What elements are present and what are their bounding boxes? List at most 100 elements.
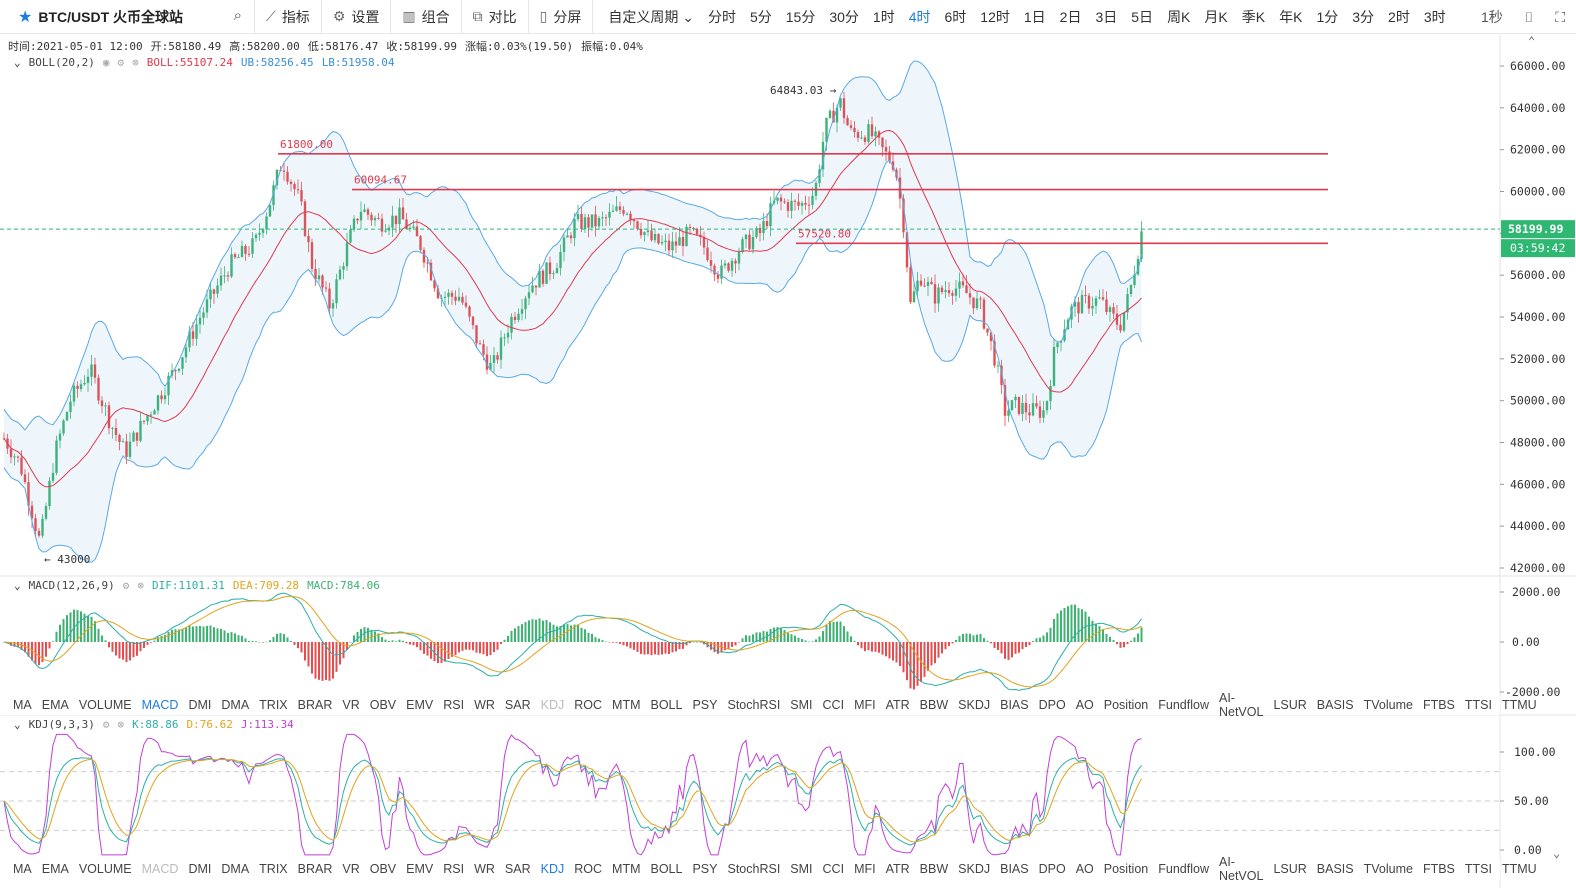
close-icon[interactable]: ⊗ (117, 718, 125, 731)
close-icon[interactable]: ⊗ (137, 579, 144, 592)
indicator-tab-vr[interactable]: VR (342, 698, 360, 712)
indicator-tab-dma[interactable]: DMA (221, 698, 250, 712)
period-18[interactable]: 2时 (1388, 8, 1410, 25)
indicator-tab-ema[interactable]: EMA (41, 862, 69, 876)
indicator-tab-vr[interactable]: VR (342, 862, 360, 876)
eye-icon[interactable]: ◉ (102, 56, 110, 69)
indicator-tab-emv[interactable]: EMV (406, 698, 434, 712)
period-2[interactable]: 15分 (785, 8, 816, 25)
indicator-tab-sar[interactable]: SAR (504, 862, 531, 876)
indicator-tab-cci[interactable]: CCI (822, 862, 845, 876)
fullscreen-icon[interactable]: ⛶ (1555, 8, 1565, 25)
indicator-tab-mtm[interactable]: MTM (612, 698, 641, 712)
indicator-tab-skdj[interactable]: SKDJ (958, 862, 991, 876)
period-15[interactable]: 年K (1279, 8, 1303, 25)
gear-icon[interactable]: ⚙ (102, 718, 110, 731)
indicator-tab-psy[interactable]: PSY (692, 862, 718, 876)
period-1[interactable]: 5分 (749, 8, 772, 25)
indicator-tab-macd[interactable]: MACD (141, 698, 179, 712)
period-13[interactable]: 月K (1204, 8, 1228, 25)
indicator-tab-ftbs[interactable]: FTBS (1422, 698, 1455, 712)
indicators-button[interactable]: ⟋ 指标 (255, 0, 322, 34)
indicator-tab-dma[interactable]: DMA (221, 862, 250, 876)
period-14[interactable]: 季K (1241, 8, 1266, 25)
close-icon[interactable]: ⊗ (132, 56, 139, 69)
period-6[interactable]: 6时 (944, 8, 967, 25)
indicator-tab-rsi[interactable]: RSI (443, 862, 465, 876)
indicator-tab-ftbs[interactable]: FTBS (1422, 862, 1455, 876)
indicator-tab-ttsi[interactable]: TTSI (1464, 698, 1492, 712)
indicator-tab-bbw[interactable]: BBW (919, 862, 949, 876)
indicator-tab-roc[interactable]: ROC (574, 698, 603, 712)
period-19[interactable]: 3时 (1423, 8, 1446, 25)
indicator-tab-bbw[interactable]: BBW (919, 698, 949, 712)
indicator-tab-ema[interactable]: EMA (41, 698, 69, 712)
indicator-tab-boll[interactable]: BOLL (650, 862, 683, 876)
indicator-tab-smi[interactable]: SMI (790, 698, 813, 712)
gear-icon[interactable]: ⚙ (117, 56, 125, 69)
indicator-tab-stochrsi[interactable]: StochRSI (727, 698, 781, 712)
indicator-tab-volume[interactable]: VOLUME (78, 862, 132, 876)
indicator-tab-mfi[interactable]: MFI (854, 862, 876, 876)
indicator-tab-ma[interactable]: MA (13, 862, 32, 876)
indicator-tab-rsi[interactable]: RSI (443, 698, 465, 712)
period-10[interactable]: 3日 (1095, 8, 1118, 25)
indicator-tab-ao[interactable]: AO (1075, 698, 1094, 712)
interval-label[interactable]: 1秒 (1480, 9, 1503, 25)
indicator-tab-obv[interactable]: OBV (369, 698, 397, 712)
indicator-tab-position[interactable]: Position (1103, 698, 1149, 712)
indicator-tab-trix[interactable]: TRIX (259, 698, 288, 712)
indicator-tab-dpo[interactable]: DPO (1038, 698, 1066, 712)
indicator-tab-ao[interactable]: AO (1075, 862, 1094, 876)
indicator-tab-kdj[interactable]: KDJ (540, 862, 565, 876)
indicator-tab-basis[interactable]: BASIS (1316, 862, 1354, 876)
indicator-tab-smi[interactable]: SMI (790, 862, 813, 876)
collapse-chevron-icon[interactable]: ⌄ (14, 718, 21, 731)
favorite-star-icon[interactable]: ★ (18, 8, 33, 26)
gear-icon[interactable]: ⚙ (122, 579, 130, 592)
indicator-tab-psy[interactable]: PSY (692, 698, 718, 712)
period-7[interactable]: 12时 (980, 8, 1010, 25)
period-11[interactable]: 5日 (1131, 8, 1154, 25)
indicator-tab-ttmu[interactable]: TTMU (1502, 698, 1537, 712)
custom-period-dropdown[interactable]: 自定义周期 ⌄ (601, 7, 701, 27)
indicator-tab-ttsi[interactable]: TTSI (1464, 862, 1492, 876)
indicator-tab-stochrsi[interactable]: StochRSI (727, 862, 781, 876)
split-screen-button[interactable]: ▯ 分屏 (529, 0, 594, 34)
symbol-selector[interactable]: ★ BTC/USDT 火币全球站 ⌕ (0, 0, 255, 34)
chart-area[interactable]: 66000.0064000.0062000.0060000.0058000.00… (0, 34, 1576, 888)
indicator-tab-fundflow[interactable]: Fundflow (1158, 698, 1209, 712)
indicator-tab-wr[interactable]: WR (474, 862, 495, 876)
settings-button[interactable]: ⚙ 设置 (322, 0, 392, 34)
indicator-tab-lsur[interactable]: LSUR (1273, 862, 1307, 876)
indicator-tab-lsur[interactable]: LSUR (1273, 698, 1307, 712)
indicator-tab-volume[interactable]: VOLUME (78, 698, 132, 712)
indicator-tab-boll[interactable]: BOLL (650, 698, 683, 712)
period-8[interactable]: 1日 (1023, 8, 1046, 25)
period-9[interactable]: 2日 (1059, 8, 1082, 25)
search-icon[interactable]: ⌕ (233, 6, 242, 24)
indicator-tab-position[interactable]: Position (1103, 862, 1149, 876)
chart-canvas[interactable]: 66000.0064000.0062000.0060000.0058000.00… (0, 34, 1576, 888)
indicator-tab-roc[interactable]: ROC (574, 862, 603, 876)
period-16[interactable]: 1分 (1316, 8, 1339, 25)
indicator-tab-bias[interactable]: BIAS (1000, 862, 1029, 876)
indicator-tab-macd[interactable]: MACD (141, 862, 179, 876)
indicator-tab-atr[interactable]: ATR (885, 698, 910, 712)
collapse-down-icon[interactable]: ⌄ (1553, 846, 1560, 860)
period-3[interactable]: 30分 (829, 8, 859, 25)
indicator-tab-kdj[interactable]: KDJ (540, 698, 565, 712)
indicator-tab-brar[interactable]: BRAR (297, 698, 333, 712)
indicator-tab-ai-netvol[interactable]: AI-NetVOL (1218, 855, 1264, 883)
indicator-tab-brar[interactable]: BRAR (297, 862, 333, 876)
period-5[interactable]: 4时 (908, 8, 931, 25)
period-12[interactable]: 周K (1167, 8, 1191, 25)
indicator-tab-fundflow[interactable]: Fundflow (1158, 862, 1209, 876)
compare-button[interactable]: ⧉ 对比 (462, 0, 529, 34)
indicator-tab-emv[interactable]: EMV (406, 862, 434, 876)
indicator-tab-atr[interactable]: ATR (885, 862, 910, 876)
indicator-tab-dmi[interactable]: DMI (188, 862, 212, 876)
combo-button[interactable]: ▥ 组合 (391, 0, 462, 34)
indicator-tab-obv[interactable]: OBV (369, 862, 397, 876)
indicator-tab-dmi[interactable]: DMI (188, 698, 212, 712)
